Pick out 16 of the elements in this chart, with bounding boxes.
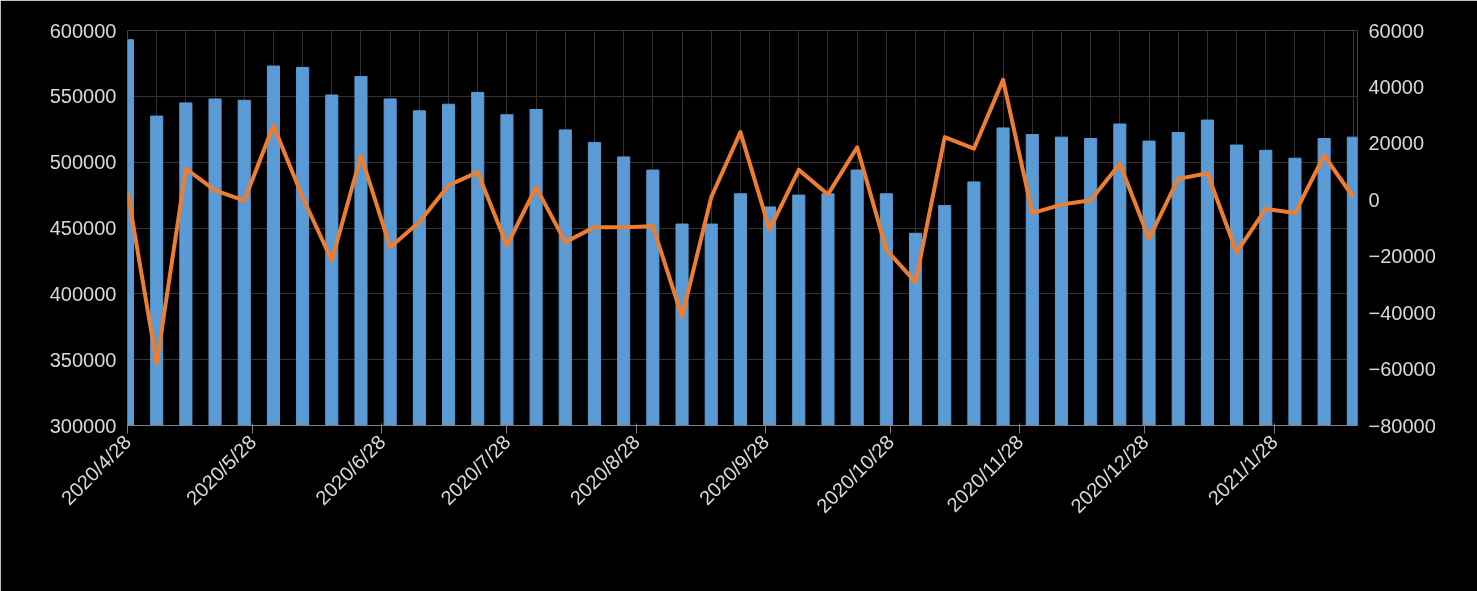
y2-tick-label: −40000 (1368, 301, 1436, 324)
y2-tick-label: −20000 (1368, 245, 1436, 268)
y2-tick-label: −80000 (1368, 414, 1436, 437)
y-tick-label: 500000 (49, 151, 117, 174)
y2-tick-label: 0 (1368, 188, 1380, 211)
y-tick-label: 350000 (49, 348, 117, 371)
line-series (127, 77, 1356, 366)
y-tick-label: 450000 (49, 217, 117, 239)
y2-tick-label: 20000 (1368, 132, 1425, 155)
y-tick-label: 400000 (49, 282, 117, 305)
y-tick-label: 600000 (49, 19, 117, 42)
y-tick-label: 550000 (49, 85, 117, 108)
y-tick-label: 300000 (49, 414, 117, 437)
y2-tick-label: 40000 (1368, 75, 1425, 98)
y2-tick-label: 60000 (1368, 19, 1425, 42)
y2-tick-label: −60000 (1368, 358, 1436, 381)
